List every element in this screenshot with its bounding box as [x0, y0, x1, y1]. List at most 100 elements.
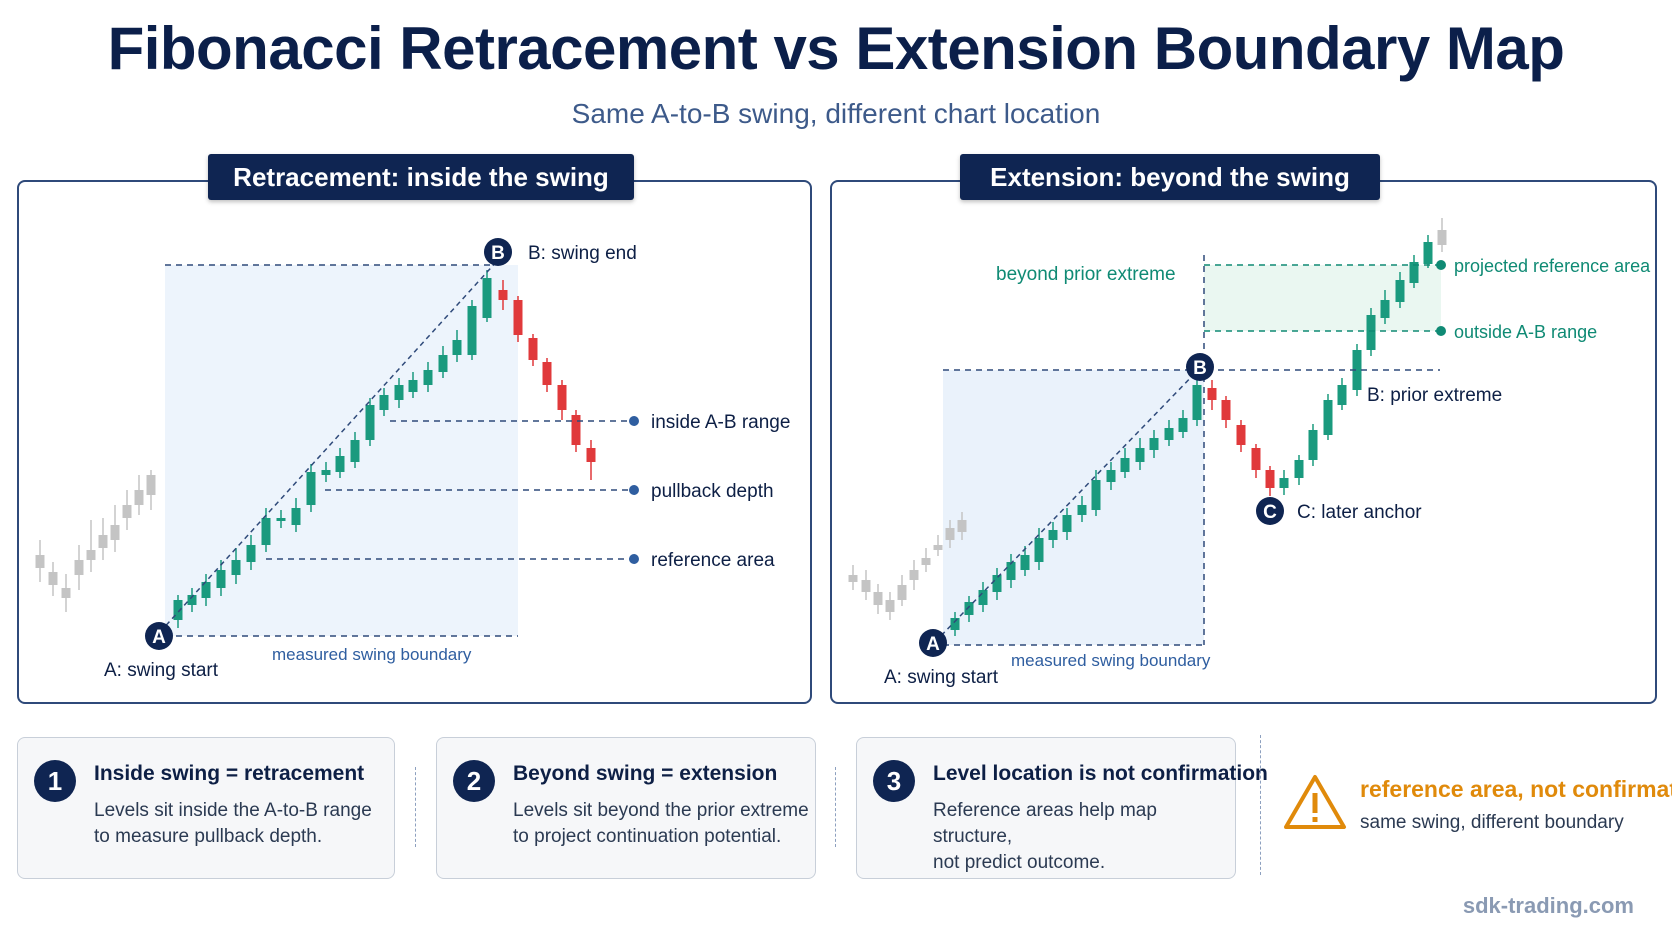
candle-body	[978, 590, 988, 605]
candle-body	[321, 470, 331, 475]
card-line: Levels sit beyond the prior extreme	[513, 800, 809, 821]
candle-body	[86, 550, 96, 560]
card-divider	[415, 767, 416, 847]
candle-body	[201, 582, 211, 598]
point-b-marker: B	[484, 238, 512, 266]
candle-body	[335, 456, 345, 472]
candle-body	[365, 405, 375, 440]
point-b-marker: B	[1186, 353, 1214, 381]
level-dot	[629, 554, 639, 564]
warning-title: reference area, not confirmation	[1360, 776, 1672, 802]
candle-body	[61, 588, 71, 598]
candle-body	[1251, 448, 1261, 470]
label-prior-extreme: B: prior extreme	[1367, 385, 1502, 406]
candle-body	[146, 475, 156, 495]
candle-body	[1323, 400, 1333, 435]
candle-body	[1006, 562, 1016, 580]
candle-body	[1062, 515, 1072, 532]
info-card-retracement: 1 Inside swing = retracement Levels sit …	[17, 737, 395, 879]
candle-body	[452, 340, 462, 355]
candle-body	[246, 545, 256, 562]
candle-body	[571, 415, 581, 445]
label-measured-boundary: measured swing boundary	[1011, 651, 1211, 670]
candle-body	[885, 600, 895, 612]
candle-body	[74, 560, 84, 575]
swing-diagonal-line	[934, 367, 1201, 643]
candle-body	[848, 575, 858, 582]
level-dot	[629, 485, 639, 495]
info-card-confirmation: 3 Level location is not confirmation Ref…	[856, 737, 1268, 879]
candle-body	[992, 575, 1002, 592]
candle-body	[861, 580, 871, 592]
label-swing-end: B: swing end	[528, 243, 637, 264]
retracement-header: Retracement: inside the swing	[208, 154, 634, 200]
card-line: not predict outcome.	[933, 852, 1106, 873]
point-a-marker: A	[145, 622, 173, 650]
candle-body	[379, 395, 389, 410]
candle-body	[957, 520, 967, 532]
retracement-swing-area	[165, 265, 518, 636]
candle-body	[1149, 438, 1159, 450]
svg-text:C: C	[1263, 502, 1277, 523]
candle-body	[964, 602, 974, 615]
candle-body	[557, 385, 567, 410]
candle-body	[1106, 470, 1116, 482]
candle-body	[350, 440, 360, 462]
label-projected-area: projected reference area	[1454, 256, 1651, 276]
candle-body	[408, 380, 418, 392]
step-number-badge: 3	[873, 760, 915, 802]
label-later-anchor: C: later anchor	[1297, 502, 1422, 523]
label-swing-start: A: swing start	[884, 667, 999, 688]
candle-body	[1236, 425, 1246, 445]
candle-body	[1164, 428, 1174, 440]
candle-body	[122, 505, 132, 518]
candle-body	[1423, 242, 1433, 264]
level-dot	[1436, 260, 1446, 270]
candle-body	[1207, 388, 1217, 400]
candle-body	[291, 508, 301, 525]
candle-body	[1048, 530, 1058, 540]
candle-body	[173, 600, 183, 620]
label-outside-range: outside A-B range	[1454, 322, 1597, 342]
label-reference-area: reference area	[651, 550, 775, 571]
candle-body	[542, 362, 552, 385]
candle-body	[394, 385, 404, 400]
label-measured-boundary: measured swing boundary	[272, 645, 472, 664]
card-body: Levels sit beyond the prior extreme to p…	[513, 798, 813, 850]
candle-body	[438, 355, 448, 372]
candle-body	[467, 306, 477, 355]
swing-diagonal-line	[159, 259, 499, 633]
card-body: Reference areas help map structure, not …	[933, 798, 1233, 876]
candle-body	[216, 570, 226, 588]
svg-text:B: B	[491, 243, 505, 264]
candle-body	[950, 618, 960, 630]
candle-body	[873, 592, 883, 605]
extension-candles	[848, 218, 1447, 636]
candle-body	[35, 555, 45, 568]
card-line: Levels sit inside the A-to-B range	[94, 800, 372, 821]
candle-body	[48, 572, 58, 585]
candle-body	[110, 525, 120, 540]
label-pullback-depth: pullback depth	[651, 481, 774, 502]
candle-body	[1366, 315, 1376, 350]
svg-text:A: A	[152, 627, 166, 648]
point-a-marker: A	[919, 629, 947, 657]
svg-text:B: B	[1193, 358, 1207, 379]
candle-body	[1192, 385, 1202, 420]
step-number-badge: 1	[34, 760, 76, 802]
candle-body	[1034, 538, 1044, 562]
label-beyond-extreme: beyond prior extreme	[996, 264, 1176, 285]
candle-body	[1091, 480, 1101, 510]
projected-area-fill	[1204, 265, 1441, 331]
candle-body	[134, 490, 144, 505]
card-title: Level location is not confirmation	[933, 762, 1268, 785]
candle-body	[921, 558, 931, 565]
level-dot	[629, 416, 639, 426]
candle-body	[498, 290, 508, 300]
step-number-badge: 2	[453, 760, 495, 802]
candle-body	[261, 518, 271, 545]
page-subtitle: Same A-to-B swing, different chart locat…	[571, 98, 1101, 129]
label-swing-start: A: swing start	[104, 660, 219, 681]
warning-triangle-icon	[1284, 775, 1346, 829]
